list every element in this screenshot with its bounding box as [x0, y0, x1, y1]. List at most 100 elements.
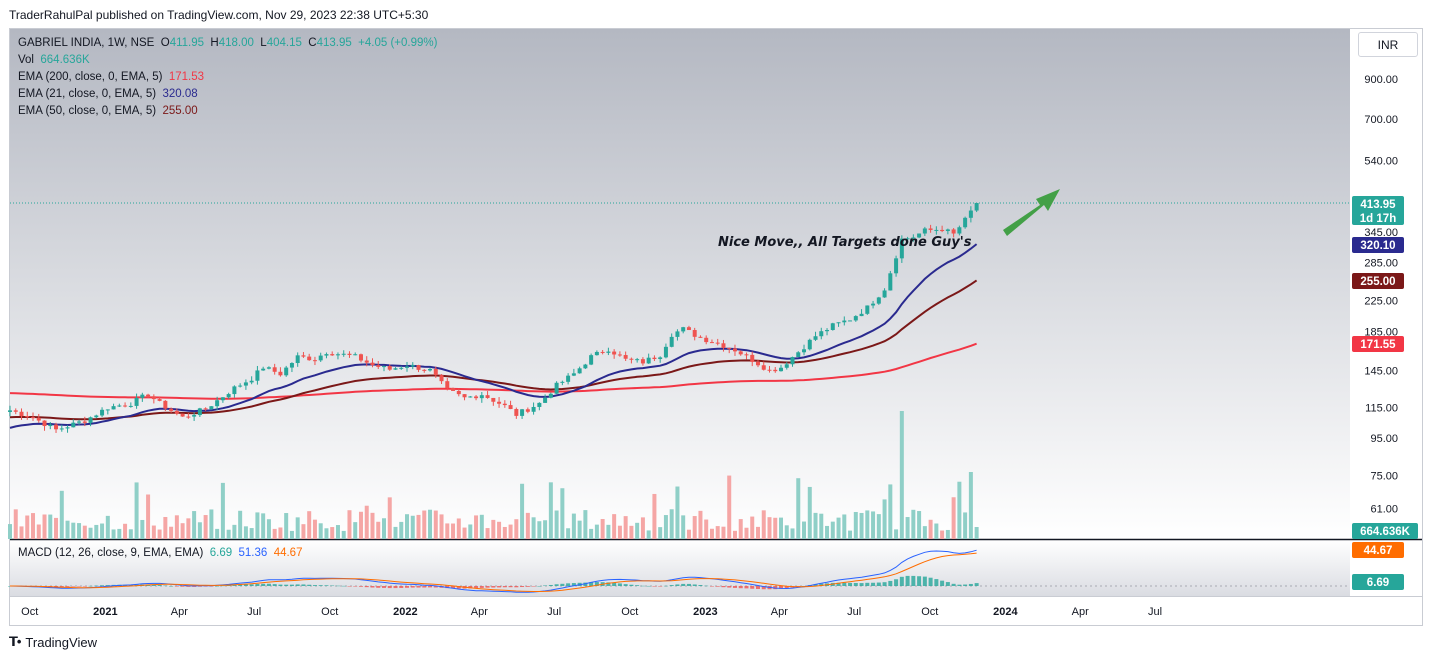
ema50-row[interactable]: EMA (50, close, 0, EMA, 5) 255.00	[18, 105, 198, 117]
macd-hist-bar	[543, 585, 548, 586]
macd-hist-bar	[842, 582, 847, 586]
macd-hist-bar	[865, 582, 870, 586]
price-tick-label: 75.00	[1370, 471, 1398, 483]
candle	[381, 365, 386, 372]
macd-hist-bar	[186, 586, 191, 587]
symbol-label[interactable]: GABRIEL INDIA, 1W, NSE	[18, 37, 155, 49]
candle	[8, 405, 12, 417]
volume-bar	[71, 522, 76, 539]
low-value: 404.15	[266, 37, 302, 49]
candle	[571, 368, 576, 377]
macd-hist-bar	[71, 586, 76, 587]
volume-bar	[226, 529, 231, 539]
ema50-badge: 255.00	[1352, 273, 1404, 289]
macd-hist-bar	[566, 583, 571, 586]
candle	[180, 413, 185, 417]
volume-bar	[433, 510, 438, 539]
macd-hist-bar	[554, 584, 559, 586]
volume-bar	[393, 526, 398, 539]
candle	[151, 394, 156, 404]
volume-bar	[399, 521, 404, 539]
macd-hist-bar	[704, 585, 709, 587]
macd-hist-bar	[594, 582, 599, 586]
price-pane-background	[10, 29, 1350, 539]
candle	[612, 349, 617, 359]
volume-bar	[767, 517, 772, 539]
macd-hist-bar	[474, 586, 479, 589]
candle	[31, 412, 36, 421]
volume-bar	[911, 509, 916, 539]
candle	[842, 316, 847, 326]
currency-button[interactable]: INR	[1358, 32, 1418, 57]
macd-hist-bar	[876, 582, 881, 586]
time-tick-label: Jul	[1148, 606, 1162, 618]
volume-bar	[341, 530, 346, 539]
candle	[600, 349, 605, 355]
volume-bar	[428, 509, 433, 539]
macd-legend[interactable]: MACD (12, 26, close, 9, EMA, EMA) 6.69 5…	[18, 547, 303, 559]
volume-bar	[520, 483, 525, 539]
volume-bar	[439, 514, 444, 539]
macd-hist-bar	[508, 586, 513, 588]
high-value: 418.00	[218, 37, 254, 49]
candle	[508, 400, 513, 410]
macd-hist-bar	[255, 583, 260, 586]
volume-bar	[951, 497, 956, 539]
ema21-row[interactable]: EMA (21, close, 0, EMA, 5) 320.08	[18, 88, 198, 100]
volume-bar	[335, 525, 340, 539]
volume-bar	[364, 505, 369, 539]
candle	[266, 366, 271, 370]
candle	[744, 352, 749, 360]
macd-hist-bar	[399, 586, 404, 588]
volume-bar	[174, 515, 179, 539]
volume-bar	[94, 524, 99, 539]
volume-bar	[128, 529, 133, 539]
volume-bar	[779, 517, 784, 539]
annotation-text[interactable]: Nice Move,, All Targets done Guy's	[718, 235, 972, 250]
time-tick-label: Oct	[21, 606, 38, 618]
candle	[899, 235, 904, 263]
time-tick-label: Apr	[771, 606, 788, 618]
macd-hist-bar	[502, 586, 507, 588]
price-axis[interactable]: 900.00 700.00 540.00 345.00 285.00 225.00 185.…	[1364, 74, 1398, 516]
volume-bar	[652, 493, 657, 539]
candle	[479, 391, 484, 403]
candle	[652, 355, 657, 362]
ema200-row[interactable]: EMA (200, close, 0, EMA, 5) 171.53	[18, 71, 205, 83]
macd-hist-bar	[951, 583, 956, 586]
candle	[623, 351, 628, 361]
volume-bar	[422, 510, 427, 539]
volume-bar	[88, 527, 93, 539]
candle	[232, 385, 237, 398]
volume-bar	[307, 511, 312, 539]
volume-bar	[871, 511, 876, 539]
macd-hist-bar	[583, 582, 588, 586]
footer-brand-text: TradingView	[25, 634, 97, 650]
volume-bar	[537, 521, 542, 539]
time-axis[interactable]: Oct 2021 Apr Jul Oct 2022 Apr Jul Oct 2023 Apr Jul O…	[21, 606, 1162, 618]
macd-hist-bar	[318, 585, 323, 586]
candle	[721, 339, 726, 352]
candle	[606, 347, 611, 356]
volume-bar	[698, 510, 703, 539]
volume-bar	[25, 515, 30, 539]
volume-bar	[681, 515, 686, 539]
volume-bar	[19, 526, 24, 539]
candle	[19, 408, 24, 420]
macd-hist-bar	[324, 585, 329, 586]
candle	[905, 236, 910, 243]
candle	[715, 338, 720, 346]
candle	[48, 421, 53, 430]
price-tick-label: 145.00	[1364, 365, 1398, 377]
arrow-annotation[interactable]	[1003, 189, 1060, 236]
macd-hist-bar	[393, 586, 398, 589]
candle	[531, 402, 536, 415]
vol-row[interactable]: Vol 664.636K	[18, 54, 90, 66]
macd-hist-bar	[652, 586, 657, 587]
candle	[376, 361, 381, 369]
volume-bar	[917, 511, 922, 539]
candle	[560, 380, 565, 386]
macd-hist-bar	[278, 584, 283, 586]
macd-hist-bar	[376, 586, 381, 588]
